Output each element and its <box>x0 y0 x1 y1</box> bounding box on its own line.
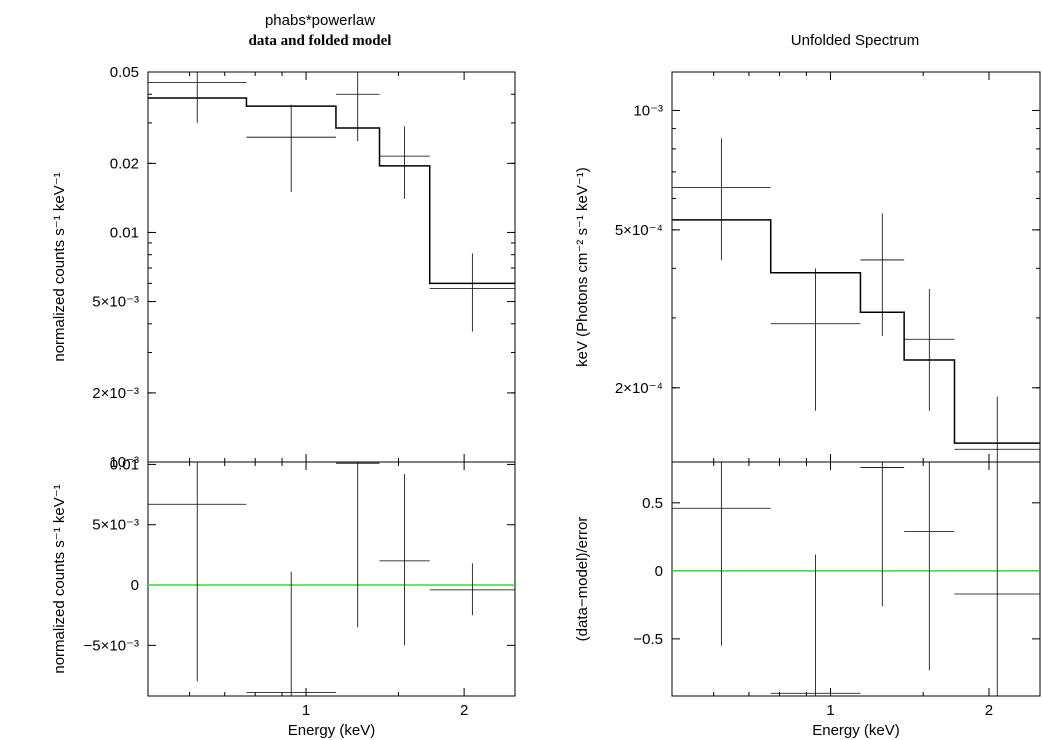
y-axis-label: normalized counts s⁻¹ keV⁻¹ <box>51 172 68 361</box>
data-point <box>335 72 380 142</box>
data-point <box>429 563 515 616</box>
panel-left-top: 0.05 0.02 0.01 5×10⁻³ 2×10⁻³ 10⁻³ phabs*powerl… <box>51 12 516 471</box>
y-tick-label: 0.05 <box>110 64 139 81</box>
data-point <box>246 571 336 696</box>
plot-frame <box>147 71 516 463</box>
data-point <box>672 138 771 260</box>
y-tick-label: 5×10⁻⁴ <box>615 222 663 239</box>
data-point <box>335 462 380 628</box>
y-tick-label: 5×10⁻³ <box>92 517 139 534</box>
y-axis-label: keV (Photons cm⁻² s⁻¹ keV⁻¹) <box>574 167 591 367</box>
chart-title: phabs*powerlaw <box>265 12 375 29</box>
y-tick-label: 2×10⁻³ <box>92 385 139 402</box>
y-tick-label: 5×10⁻³ <box>92 294 139 311</box>
plot-frame <box>147 461 516 697</box>
x-tick-label: 2 <box>985 702 993 719</box>
plot-frame <box>671 71 1041 463</box>
panel-right-bottom: 0.5 0 −0.5 1 2 (data−model)/error Energy (keV) <box>574 461 1041 739</box>
data-point <box>954 396 1040 462</box>
data-point <box>379 474 430 646</box>
y-tick-label: 0.01 <box>110 456 139 473</box>
model-step-line <box>672 219 1040 444</box>
y-tick-label: −0.5 <box>633 631 663 648</box>
y-tick-label: −5×10⁻³ <box>84 637 139 654</box>
chart-title: Unfolded Spectrum <box>791 32 919 49</box>
data-point <box>860 462 905 607</box>
data-point <box>379 126 430 199</box>
x-tick-label: 1 <box>302 702 310 719</box>
y-tick-label: 0 <box>131 577 139 594</box>
chart-subtitle: data and folded model <box>249 33 392 49</box>
data-point <box>860 213 905 337</box>
panel-left-bottom: 0.01 5×10⁻³ 0 −5×10⁻³ 1 2 normalized counts s⁻… <box>51 456 516 739</box>
y-tick-label: 2×10⁻⁴ <box>615 380 663 397</box>
x-axis-label: Energy (keV) <box>812 722 900 739</box>
data-point <box>770 268 861 411</box>
x-tick-label: 2 <box>460 702 468 719</box>
y-tick-label: 0.5 <box>642 495 663 512</box>
y-tick-label: 0.01 <box>110 224 139 241</box>
x-tick-label: 1 <box>826 702 834 719</box>
y-axis-label: (data−model)/error <box>574 517 591 642</box>
y-tick-label: 0.02 <box>110 155 139 172</box>
panel-right-top: 10⁻³ 5×10⁻⁴ 2×10⁻⁴ Unfolded Spectrum keV (Ph… <box>574 32 1041 463</box>
data-point <box>148 462 247 682</box>
data-point <box>246 104 336 193</box>
data-point <box>904 462 955 671</box>
y-tick-label: 10⁻³ <box>633 102 663 119</box>
y-tick-label: 0 <box>655 563 663 580</box>
data-point <box>770 554 861 696</box>
model-step-line <box>148 97 515 285</box>
y-axis-label: normalized counts s⁻¹ keV⁻¹ <box>51 484 68 673</box>
plot-frame <box>671 461 1041 697</box>
y-tick-label: 10⁻³ <box>109 454 139 471</box>
data-point <box>954 462 1040 696</box>
data-point <box>672 462 771 646</box>
data-point <box>904 288 955 411</box>
data-point <box>429 253 515 332</box>
data-point <box>148 72 247 123</box>
x-axis-label: Energy (keV) <box>288 722 376 739</box>
